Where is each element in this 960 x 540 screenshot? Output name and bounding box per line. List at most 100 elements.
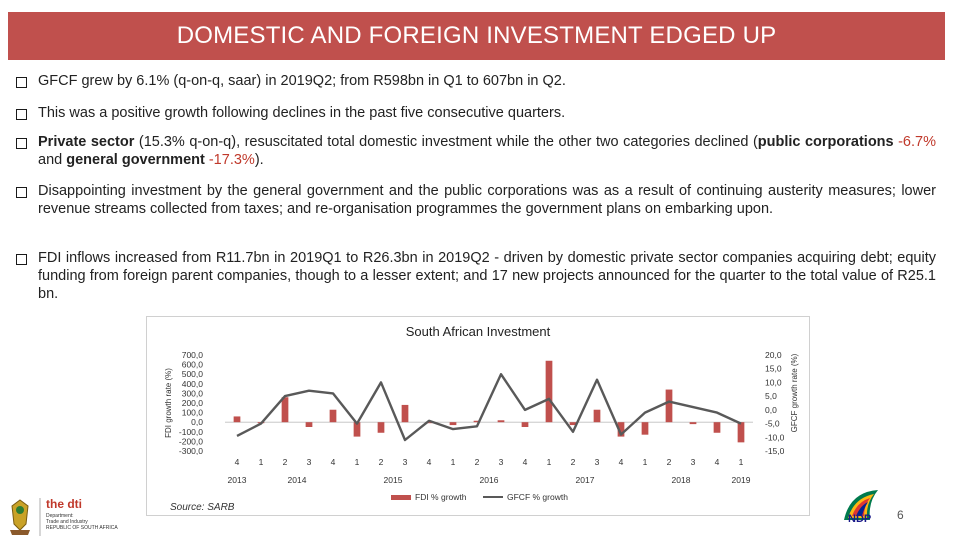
quarter-label: 1 bbox=[451, 457, 456, 467]
quarter-label: 1 bbox=[547, 457, 552, 467]
fdi-bar bbox=[425, 422, 433, 424]
left-tick-label: 700,0 bbox=[182, 350, 204, 360]
quarter-label: 2 bbox=[475, 457, 480, 467]
fdi-bar bbox=[305, 422, 313, 427]
right-axis-title: GFCF growth rate (%) bbox=[790, 353, 799, 432]
fdi-bar bbox=[521, 422, 529, 427]
right-tick-label: 10,0 bbox=[765, 377, 782, 387]
fdi-bar bbox=[473, 420, 481, 423]
checkbox-bullet-icon bbox=[16, 109, 27, 120]
right-tick-label: -10,0 bbox=[765, 432, 785, 442]
dti-logo: the dti Department: Trade and Industry R… bbox=[4, 494, 154, 540]
fdi-bar bbox=[593, 409, 601, 423]
quarter-label: 4 bbox=[523, 457, 528, 467]
general-government-value: -17.3% bbox=[204, 152, 255, 168]
fdi-bar bbox=[545, 360, 553, 423]
left-tick-label: 300,0 bbox=[182, 388, 204, 398]
quarter-label: 4 bbox=[235, 457, 240, 467]
year-label: 2016 bbox=[480, 475, 499, 485]
legend-gfcf-label: GFCF % growth bbox=[507, 492, 568, 502]
quarter-label: 1 bbox=[643, 457, 648, 467]
gfcf-line bbox=[236, 373, 742, 442]
left-tick-label: -100,0 bbox=[179, 427, 203, 437]
fdi-bar bbox=[353, 422, 361, 437]
quarter-label: 3 bbox=[307, 457, 312, 467]
quarter-label: 1 bbox=[739, 457, 744, 467]
checkbox-bullet-icon bbox=[16, 138, 27, 149]
ndp-label: NDP bbox=[848, 513, 871, 525]
left-tick-label: 0,0 bbox=[191, 417, 203, 427]
dti-line2: Trade and Industry bbox=[46, 519, 88, 525]
year-label: 2017 bbox=[576, 475, 595, 485]
fdi-bar bbox=[281, 397, 289, 423]
general-government-label: general government bbox=[66, 152, 205, 168]
quarter-label: 3 bbox=[499, 457, 504, 467]
fdi-bar bbox=[377, 422, 385, 433]
private-sector-label: Private sector bbox=[38, 134, 135, 150]
year-label: 2014 bbox=[288, 475, 307, 485]
slide-title: DOMESTIC AND FOREIGN INVESTMENT EDGED UP bbox=[176, 22, 777, 49]
fdi-bar bbox=[233, 416, 241, 423]
public-corporations-value: -6.7% bbox=[893, 134, 936, 150]
fdi-bar bbox=[665, 389, 673, 423]
fdi-bar bbox=[641, 422, 649, 435]
year-label: 2013 bbox=[228, 475, 247, 485]
left-tick-label: 500,0 bbox=[182, 369, 204, 379]
right-tick-label: 0,0 bbox=[765, 405, 777, 415]
ndp-flag-icon bbox=[844, 490, 878, 520]
fdi-bar bbox=[713, 422, 721, 433]
dti-line1: Department: bbox=[46, 513, 74, 519]
source-note: Source: SARB bbox=[170, 502, 235, 513]
quarter-label: 4 bbox=[331, 457, 336, 467]
checkbox-bullet-icon bbox=[16, 187, 27, 198]
quarter-label: 2 bbox=[667, 457, 672, 467]
quarter-label: 4 bbox=[427, 457, 432, 467]
chart-title: South African Investment bbox=[405, 324, 551, 339]
chart-canvas: 700,0600,0500,0400,0300,0200,0100,00,0-1… bbox=[164, 350, 799, 502]
bullet-fragment: and bbox=[38, 152, 67, 168]
year-label: 2019 bbox=[732, 475, 751, 485]
checkbox-bullet-icon bbox=[16, 77, 27, 88]
quarter-label: 2 bbox=[283, 457, 288, 467]
quarter-label: 2 bbox=[379, 457, 384, 467]
fdi-bar bbox=[401, 404, 409, 423]
bullet-fragment: (15.3% q-on-q), resuscitated total domes… bbox=[134, 134, 758, 150]
dti-line3: REPUBLIC OF SOUTH AFRICA bbox=[46, 525, 118, 531]
checkbox-bullet-icon bbox=[16, 254, 27, 265]
quarter-label: 4 bbox=[715, 457, 720, 467]
fdi-bar bbox=[569, 422, 577, 426]
fdi-bar bbox=[497, 420, 505, 423]
quarter-label: 1 bbox=[259, 457, 264, 467]
bullet-item: GFCF grew by 6.1% (q-on-q, saar) in 2019… bbox=[16, 72, 936, 93]
bullet-text: This was a positive growth following dec… bbox=[38, 105, 566, 121]
fdi-bar bbox=[689, 422, 697, 425]
left-tick-label: 200,0 bbox=[182, 398, 204, 408]
bullet-text: Disappointing investment by the general … bbox=[38, 183, 936, 217]
year-label: 2015 bbox=[384, 475, 403, 485]
investment-chart: South African Investment 700,0 600,0 500,0… bbox=[146, 316, 810, 516]
right-tick-label: 20,0 bbox=[765, 350, 782, 360]
left-tick-label: 400,0 bbox=[182, 379, 204, 389]
right-tick-label: 5,0 bbox=[765, 391, 777, 401]
quarter-label: 3 bbox=[595, 457, 600, 467]
quarter-label: 2 bbox=[571, 457, 576, 467]
public-corporations-label: public corporations bbox=[757, 134, 894, 150]
right-tick-label: 15,0 bbox=[765, 364, 782, 374]
right-tick-label: -15,0 bbox=[765, 446, 785, 456]
quarter-label: 3 bbox=[691, 457, 696, 467]
year-label: 2018 bbox=[672, 475, 691, 485]
bullet-text: Private sector (15.3% q-on-q), resuscita… bbox=[38, 133, 936, 169]
left-axis-title: FDI growth rate (%) bbox=[164, 368, 173, 438]
right-tick-label: -5,0 bbox=[765, 419, 780, 429]
bullet-item: Private sector (15.3% q-on-q), resuscita… bbox=[16, 133, 936, 169]
ndp-logo: NDP bbox=[840, 486, 886, 531]
bullet-text: GFCF grew by 6.1% (q-on-q, saar) in 2019… bbox=[38, 73, 566, 89]
fdi-bar bbox=[329, 409, 337, 423]
quarter-label: 4 bbox=[619, 457, 624, 467]
bullet-item: FDI inflows increased from R11.7bn in 20… bbox=[16, 249, 936, 303]
quarter-label: 3 bbox=[403, 457, 408, 467]
title-bar: DOMESTIC AND FOREIGN INVESTMENT EDGED UP bbox=[8, 12, 945, 60]
bullet-item: This was a positive growth following dec… bbox=[16, 104, 936, 125]
left-tick-label: -300,0 bbox=[179, 446, 203, 456]
legend-fdi-label: FDI % growth bbox=[415, 492, 467, 502]
